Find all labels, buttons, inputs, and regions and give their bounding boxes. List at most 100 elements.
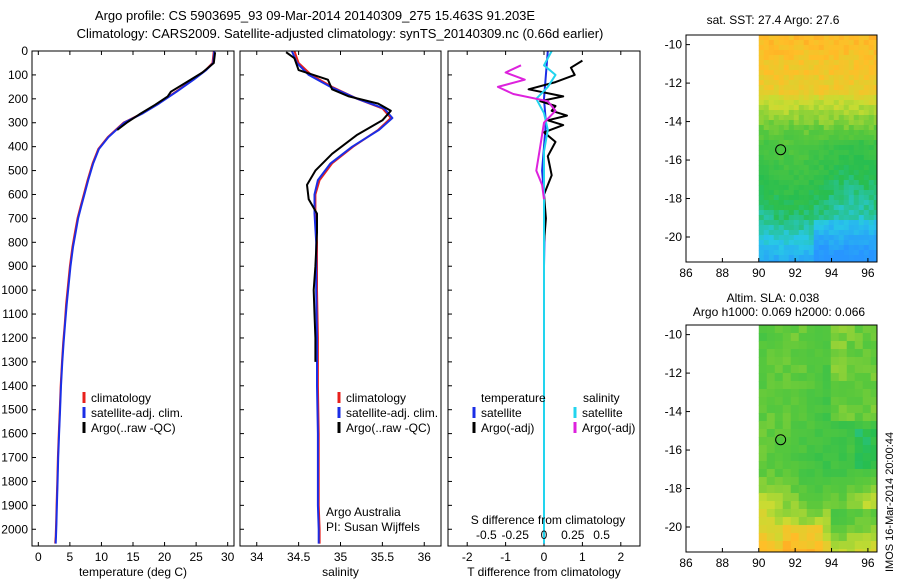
sst-map-cell: [858, 70, 865, 76]
sst-map-cell: [798, 210, 805, 216]
difference-salinity-tick-label: 0.5: [593, 528, 610, 542]
sst-map-cell: [858, 150, 865, 156]
sla-map-cell: [806, 541, 816, 550]
sla-map-cell: [830, 389, 840, 398]
sst-map-cell: [778, 155, 785, 161]
sst-map-cell: [858, 110, 865, 116]
sst-map-cell: [773, 170, 780, 176]
temperature-xtick-label: 0: [35, 550, 42, 564]
sst-map-cell: [773, 210, 780, 216]
sst-map-cell: [808, 190, 815, 196]
sla-map-cell: [862, 357, 872, 366]
sst-map-cell: [858, 65, 865, 71]
sst-map-cell: [858, 195, 865, 201]
sst-map-cell: [808, 80, 815, 86]
sla-map-cell: [870, 437, 878, 446]
depth-tick-label: 0: [21, 44, 28, 58]
sst-map-cell: [798, 145, 805, 151]
sla-map-cell: [774, 325, 784, 334]
sst-map-cell: [833, 190, 840, 196]
sla-map-cell: [782, 389, 792, 398]
temperature-xtick-label: 25: [189, 550, 203, 564]
sst-map-title: sat. SST: 27.4 Argo: 27.6: [707, 13, 840, 27]
sla-map-cell: [814, 325, 824, 334]
sst-map-cell: [858, 260, 865, 263]
sst-map-cell: [803, 40, 810, 46]
sst-map-cell: [773, 50, 780, 56]
sst-map-cell: [763, 230, 770, 236]
sst-map-cell: [843, 225, 850, 231]
sst-map-cell: [823, 230, 830, 236]
sst-map-cell: [813, 130, 820, 136]
sla-map-cell: [838, 485, 848, 494]
sst-map-cell: [848, 195, 855, 201]
sst-map-cell: [763, 175, 770, 181]
sst-map-cell: [763, 130, 770, 136]
sla-map-cell: [870, 453, 878, 462]
sst-map-cell: [863, 195, 870, 201]
sst-map-cell: [873, 80, 878, 86]
sst-map-cell: [808, 235, 815, 241]
sla-map-cell: [838, 429, 848, 438]
sla-map-cell: [838, 405, 848, 414]
sst-map-cell: [873, 145, 878, 151]
sla-map-cell: [854, 397, 864, 406]
sla-map-cell: [822, 413, 832, 422]
sst-map-cell: [873, 70, 878, 76]
sst-map-cell: [858, 75, 865, 81]
sst-map-cell: [833, 155, 840, 161]
sst-map-cell: [848, 230, 855, 236]
sla-map-ytick-label: -16: [665, 443, 683, 457]
sst-map-cell: [813, 40, 820, 46]
sla-map-cell: [846, 509, 856, 518]
sst-map-cell: [798, 160, 805, 166]
sst-map-cell: [818, 170, 825, 176]
sst-map-cell: [873, 190, 878, 196]
sst-map-cell: [848, 160, 855, 166]
sst-map-cell: [778, 225, 785, 231]
sst-map-cell: [813, 205, 820, 211]
sst-map-cell: [853, 70, 860, 76]
sst-map-cell: [763, 140, 770, 146]
sst-map-cell: [778, 70, 785, 76]
sst-map-cell: [808, 70, 815, 76]
sst-map-cell: [778, 195, 785, 201]
sst-map-cell: [813, 190, 820, 196]
sst-map-cell: [868, 155, 875, 161]
sla-map-cell: [830, 509, 840, 518]
sla-map-cell: [790, 485, 800, 494]
sst-map-cell: [818, 140, 825, 146]
sla-map-cell: [830, 349, 840, 358]
sla-map-cell: [798, 357, 808, 366]
sla-map-cell: [758, 373, 768, 382]
temperature-xtick-label: 15: [126, 550, 140, 564]
sst-map-cell: [793, 175, 800, 181]
sst-map-cell: [768, 165, 775, 171]
sla-map-cell: [862, 389, 872, 398]
sst-map-cell: [823, 75, 830, 81]
sst-map-cell: [818, 55, 825, 61]
sst-map-cell: [863, 175, 870, 181]
sst-map-cell: [783, 155, 790, 161]
sla-map-ytick-label: -18: [665, 482, 683, 496]
sst-map-cell: [783, 90, 790, 96]
sst-map-cell: [783, 120, 790, 126]
sst-map-cell: [848, 100, 855, 106]
sla-map-cell: [766, 453, 776, 462]
sst-map-cell: [828, 205, 835, 211]
sla-map-cell: [758, 461, 768, 470]
sla-map-cell: [870, 349, 878, 358]
sst-map-cell: [818, 135, 825, 141]
sst-map-cell: [778, 60, 785, 66]
sst-map-cell: [798, 110, 805, 116]
sst-map-cell: [808, 120, 815, 126]
sst-map-cell: [833, 230, 840, 236]
sst-map-cell: [853, 145, 860, 151]
sst-map-cell: [818, 65, 825, 71]
sst-map-cell: [758, 85, 765, 91]
sst-map-cell: [803, 185, 810, 191]
sst-map-cell: [868, 210, 875, 216]
sst-map-cell: [798, 95, 805, 101]
sst-map-cell: [868, 130, 875, 136]
sst-map-cell: [778, 260, 785, 263]
